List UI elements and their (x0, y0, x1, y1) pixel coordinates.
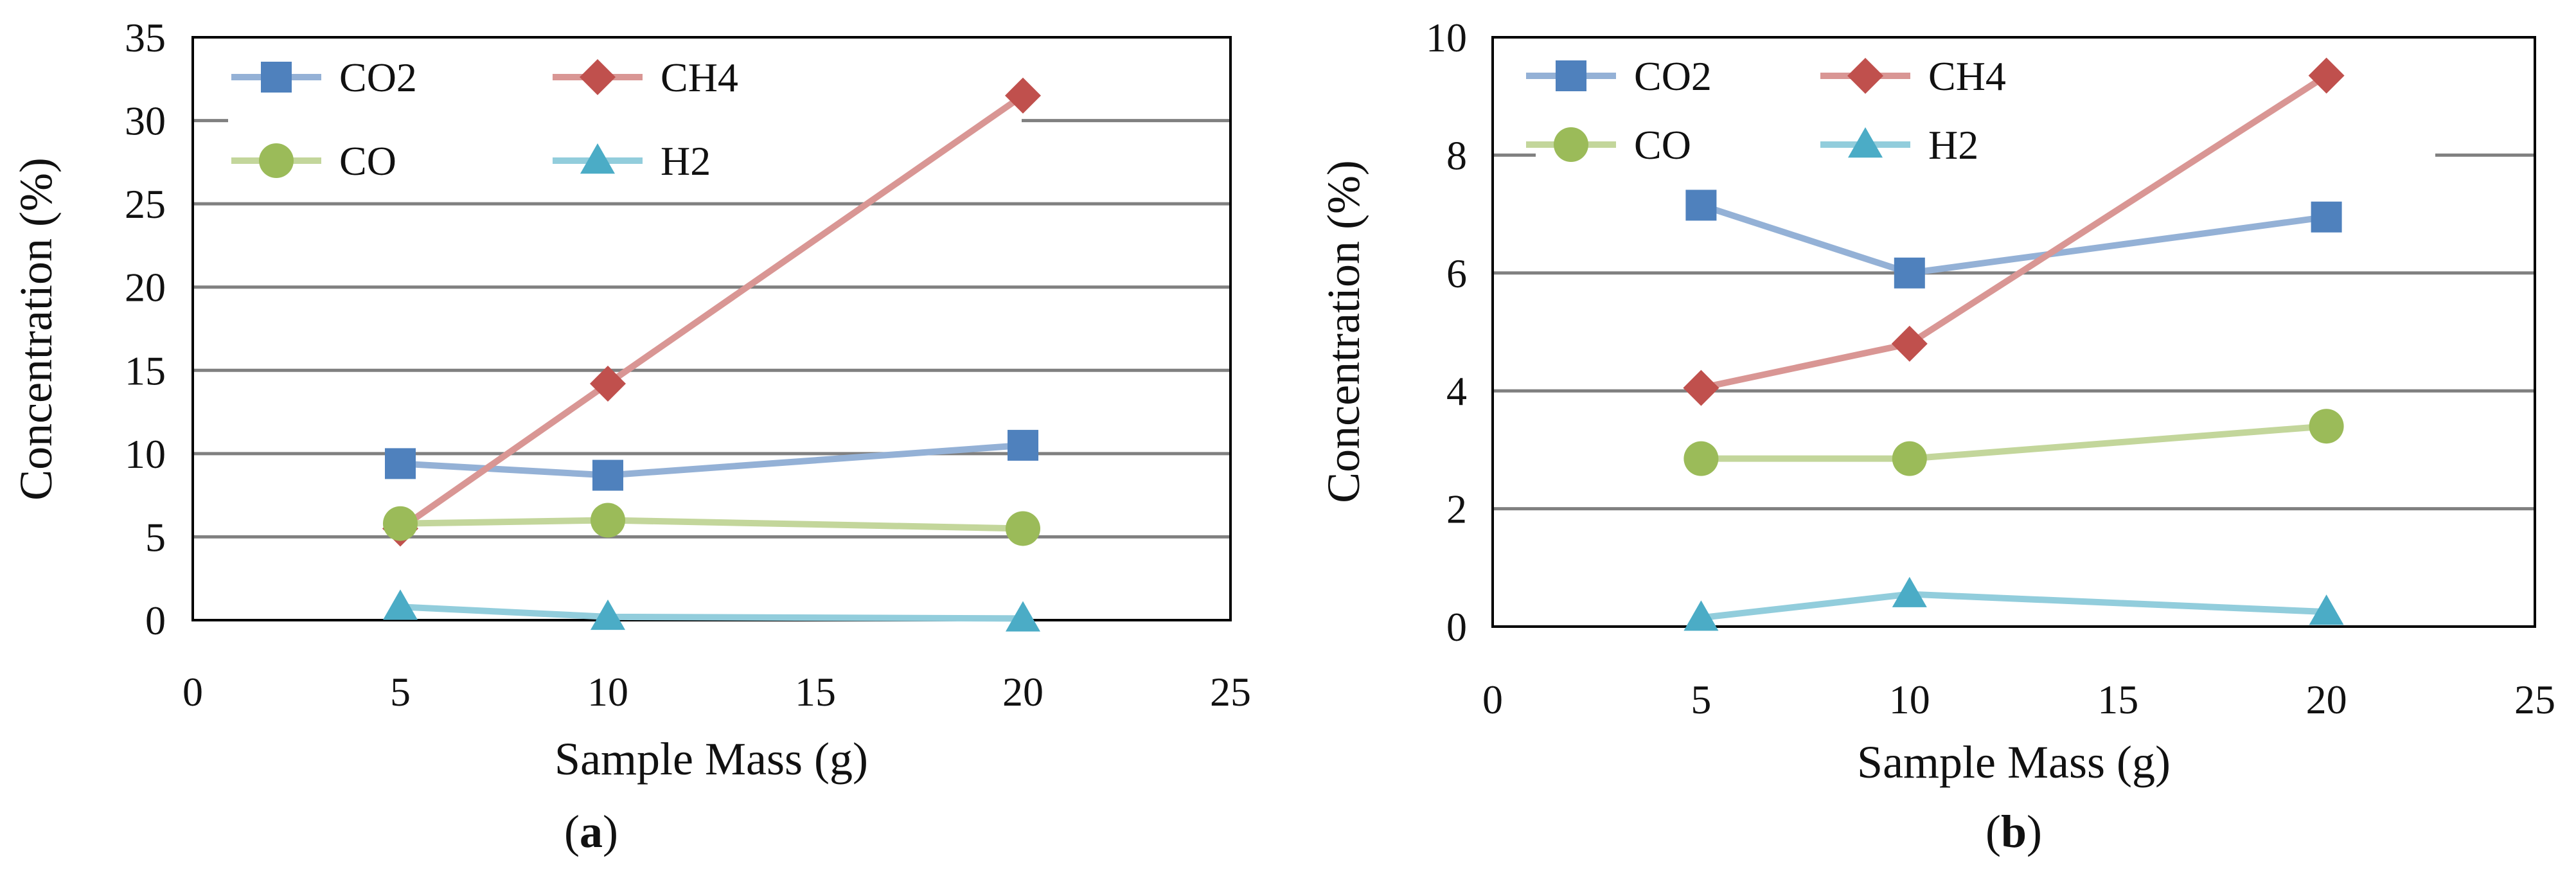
legend-background (228, 96, 1022, 157)
legend-marker-circle-icon (1554, 127, 1588, 162)
y-tick-label: 20 (125, 265, 166, 310)
panel-label-letter: a (580, 806, 603, 857)
y-tick-label: 0 (1446, 604, 1467, 650)
legend-item-h2: H2 (1820, 122, 1978, 168)
data-point-co2 (385, 448, 416, 479)
legend-label: CO2 (339, 55, 417, 100)
x-tick-label: 25 (2514, 677, 2555, 722)
data-point-co2 (1008, 429, 1038, 461)
y-tick-label: 2 (1446, 486, 1467, 532)
panel-label-open: ( (564, 806, 580, 857)
x-tick-label: 15 (795, 669, 836, 715)
y-tick-label: 35 (125, 15, 166, 60)
x-axis-title: Sample Mass (g) (1857, 736, 2171, 788)
legend-item-co: CO (231, 138, 396, 184)
series-line-co2 (1700, 202, 2327, 276)
panel-label: (a) (564, 806, 618, 857)
legend-label: CH4 (661, 55, 738, 100)
series-line-co (400, 517, 1024, 532)
legend-label: H2 (661, 138, 711, 184)
panel-label-close: ) (2027, 806, 2042, 857)
legend-marker-diamond-icon (580, 59, 616, 95)
data-point-ch4 (1683, 370, 1719, 406)
legend-marker-circle-icon (259, 143, 294, 178)
legend-item-h2: H2 (553, 138, 711, 184)
x-tick-label: 0 (182, 669, 203, 715)
y-tick-label: 4 (1446, 368, 1467, 414)
chart-panel-a: 0 5 10 15 20 25 30 35 0 5 10 15 20 25 Sample Mass (g) C… (10, 15, 1251, 857)
x-tick-label: 25 (1210, 669, 1251, 715)
legend-item-ch4: CH4 (553, 55, 738, 100)
x-tick-label: 0 (1482, 677, 1503, 722)
x-tick-label: 10 (1889, 677, 1930, 722)
legend-marker-square-icon (261, 62, 292, 93)
data-point-h2 (1006, 601, 1040, 632)
data-point-co (1683, 441, 1719, 476)
data-point-h2 (591, 599, 625, 630)
data-point-h2 (1892, 576, 1927, 607)
legend-label: H2 (1928, 122, 1978, 168)
legend-item-ch4: CH4 (1820, 53, 2006, 99)
data-point-ch4 (2308, 57, 2345, 94)
legend-label: CO (339, 138, 396, 184)
data-point-co2 (1894, 257, 1925, 289)
legend-item-co: CO (1526, 122, 1691, 168)
y-tick-label: 5 (145, 514, 166, 560)
data-point-h2 (383, 589, 418, 620)
x-tick-label: 20 (1002, 669, 1044, 715)
panel-label-close: ) (603, 806, 618, 857)
data-point-co (2309, 409, 2344, 444)
data-point-ch4 (590, 366, 626, 402)
data-point-co2 (592, 459, 623, 491)
panel-label-letter: b (2001, 806, 2027, 857)
series-line-h2 (400, 603, 1024, 622)
data-point-co (383, 506, 418, 541)
panel-label: (b) (1985, 806, 2042, 857)
x-tick-label: 20 (2306, 677, 2347, 722)
y-tick-label: 0 (145, 598, 166, 643)
y-tick-label: 6 (1446, 251, 1467, 296)
plot-frame (1491, 36, 2536, 628)
data-point-co (1892, 441, 1927, 476)
x-tick-label: 10 (587, 669, 628, 715)
legend-marker-diamond-icon (1847, 58, 1883, 94)
series-line-ch4 (398, 93, 1025, 531)
legend-marker-triangle-icon (580, 143, 615, 174)
panel-label-open: ( (1985, 806, 2001, 857)
y-tick-label: 8 (1446, 132, 1467, 178)
legend-label: CO (1634, 122, 1691, 168)
x-axis-title: Sample Mass (g) (555, 733, 868, 785)
series-line-h2 (1700, 591, 2327, 621)
legend-item-co2: CO2 (1526, 53, 1712, 99)
data-point-ch4 (1005, 77, 1041, 114)
x-tick-label: 5 (390, 669, 411, 715)
y-axis-title: Concentration (%) (10, 157, 62, 501)
legend-label: CO2 (1634, 53, 1712, 99)
y-axis-title: Concentration (%) (1318, 160, 1369, 503)
y-tick-label: 10 (125, 431, 166, 477)
data-point-co2 (2311, 201, 2342, 233)
y-tick-label: 30 (125, 98, 166, 144)
chart-panel-b: 0 2 4 6 8 10 0 5 10 15 20 25 Sample Mass (g) Concentr… (1318, 15, 2555, 857)
x-tick-label: 5 (1691, 677, 1711, 722)
series-line-co (1701, 423, 2327, 462)
legend-marker-square-icon (1556, 60, 1586, 91)
y-tick-label: 25 (125, 181, 166, 227)
data-point-h2 (2309, 594, 2344, 625)
data-point-co (1006, 511, 1040, 546)
y-tick-label: 10 (1426, 15, 1467, 60)
data-point-co (591, 503, 625, 538)
x-tick-label: 15 (2097, 677, 2138, 722)
legend-label: CH4 (1928, 53, 2006, 99)
data-point-co2 (1685, 190, 1717, 221)
y-tick-label: 15 (125, 348, 166, 393)
data-point-ch4 (1891, 325, 1928, 362)
legend-marker-triangle-icon (1848, 127, 1883, 158)
legend-item-co2: CO2 (231, 55, 417, 100)
data-point-h2 (1683, 600, 1719, 631)
